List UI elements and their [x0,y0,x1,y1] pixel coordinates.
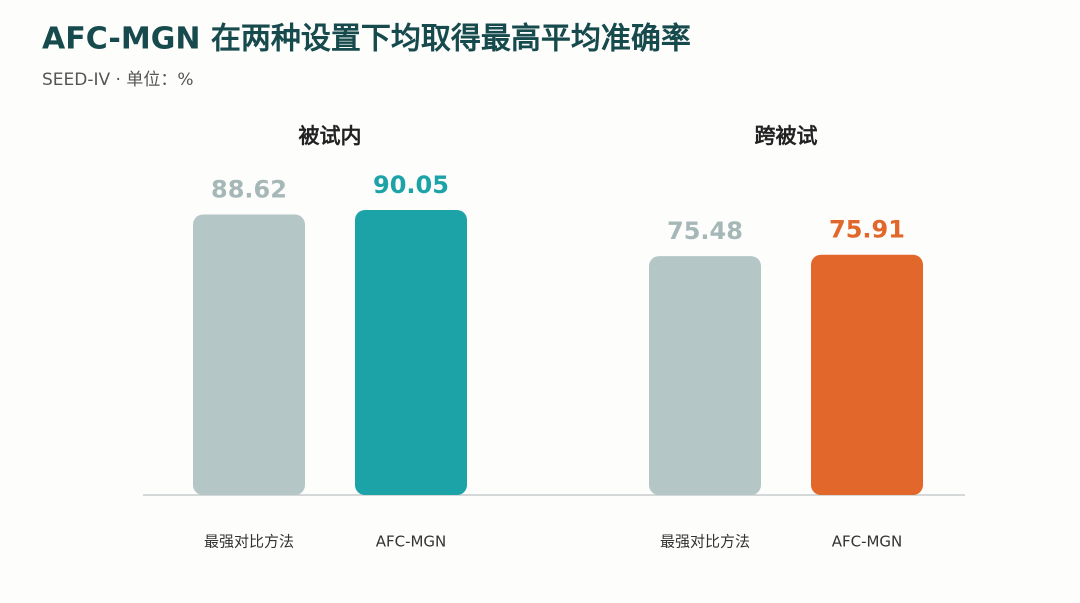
page-subtitle: SEED-IV · 单位：% [42,70,194,90]
value-label: 88.62 [211,176,287,204]
x-tick-label: AFC-MGN [832,533,903,551]
x-tick-label: 最强对比方法 [660,533,750,551]
bar [193,214,305,495]
value-label: 90.05 [373,171,449,199]
x-tick-label: 最强对比方法 [204,533,294,551]
panel-title: 跨被试 [755,124,818,148]
value-label: 75.48 [667,217,743,245]
panel-title: 被试内 [299,124,362,148]
value-label: 75.91 [829,216,905,244]
bar [811,254,923,495]
x-tick-label: AFC-MGN [376,533,447,551]
bar [649,256,761,495]
bar [355,209,467,495]
page-title: AFC-MGN 在两种设置下均取得最高平均准确率 [42,22,691,57]
